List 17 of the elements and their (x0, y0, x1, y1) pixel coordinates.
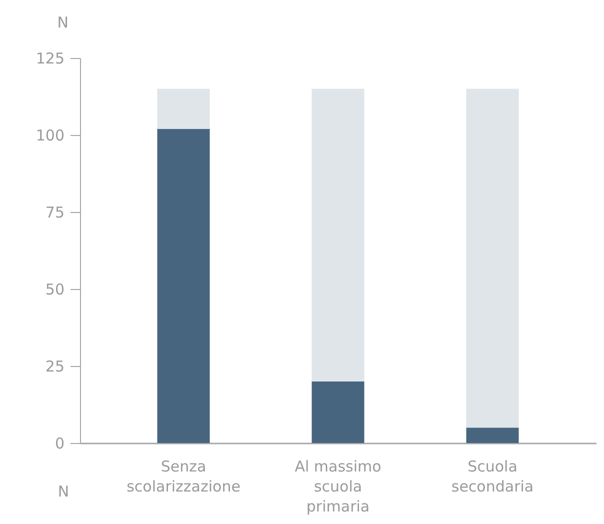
bar (312, 88, 364, 382)
bar (466, 428, 519, 443)
bar (157, 128, 210, 443)
y-tick-label: 75 (45, 204, 64, 222)
y-tick-label: 25 (45, 358, 64, 376)
x-tick-label: Scuola secondaria (451, 458, 534, 496)
y-tick-label: 50 (45, 280, 64, 298)
bar (312, 381, 364, 443)
x-tick-label: Al massimo scuola primaria (294, 458, 382, 516)
y-tick-label: 125 (36, 50, 64, 68)
bar (157, 88, 210, 129)
x-tick-label: Senza scolarizzazione (126, 458, 240, 496)
y-tick-label: 100 (36, 126, 64, 144)
y-axis-title: N (57, 14, 68, 32)
x-axis-title: N (58, 482, 70, 500)
y-tick-label: 0 (54, 434, 64, 452)
bar (466, 88, 519, 428)
